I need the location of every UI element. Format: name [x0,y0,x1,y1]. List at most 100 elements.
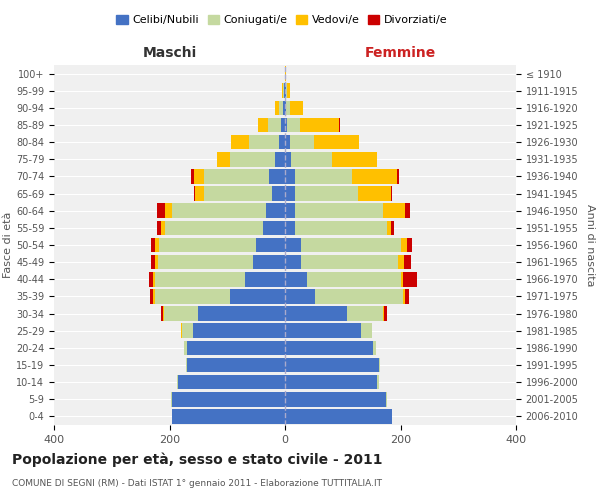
Bar [401,272,403,286]
Bar [194,169,204,184]
Bar [401,238,407,252]
Bar [286,84,287,98]
Bar [199,306,285,321]
Bar [194,186,195,201]
Bar [377,375,379,390]
Bar [407,238,412,252]
Bar [314,135,359,150]
Bar [286,100,290,115]
Bar [182,324,193,338]
Bar [347,306,383,321]
Bar [285,306,347,321]
Bar [151,238,155,252]
Bar [275,100,278,115]
Bar [149,272,154,286]
Bar [285,204,295,218]
Bar [193,324,285,338]
Bar [295,220,386,235]
Bar [285,100,286,115]
Bar [155,289,230,304]
Bar [263,220,285,235]
Bar [154,289,155,304]
Bar [361,324,371,338]
Bar [358,186,391,201]
Bar [266,204,285,218]
Bar [373,340,376,355]
Bar [285,84,286,98]
Bar [300,118,339,132]
Bar [285,358,379,372]
Bar [195,186,204,201]
Bar [285,238,301,252]
Bar [307,272,401,286]
Bar [245,272,285,286]
Bar [386,392,387,406]
Bar [165,204,172,218]
Bar [398,255,404,270]
Bar [397,169,400,184]
Bar [301,255,398,270]
Bar [204,186,272,201]
Bar [285,255,301,270]
Y-axis label: Fasce di età: Fasce di età [3,212,13,278]
Bar [187,340,285,355]
Bar [315,289,403,304]
Bar [285,272,307,286]
Bar [285,66,286,81]
Bar [404,289,409,304]
Text: Popolazione per età, sesso e stato civile - 2011: Popolazione per età, sesso e stato civil… [12,452,383,467]
Bar [172,409,285,424]
Bar [283,100,285,115]
Bar [155,255,158,270]
Text: Maschi: Maschi [142,46,197,60]
Bar [285,289,315,304]
Bar [285,135,290,150]
Bar [391,220,394,235]
Bar [281,118,285,132]
Bar [279,135,285,150]
Bar [155,272,245,286]
Bar [157,220,161,235]
Legend: Celibi/Nubili, Coniugati/e, Vedovi/e, Divorziati/e: Celibi/Nubili, Coniugati/e, Vedovi/e, Di… [112,10,452,30]
Bar [404,255,412,270]
Bar [258,118,268,132]
Bar [290,135,314,150]
Bar [185,358,187,372]
Bar [158,255,253,270]
Bar [157,204,165,218]
Bar [155,238,159,252]
Bar [295,204,383,218]
Bar [231,135,249,150]
Bar [181,324,182,338]
Bar [352,169,397,184]
Bar [249,135,279,150]
Bar [403,272,416,286]
Bar [268,118,281,132]
Bar [278,100,283,115]
Bar [230,152,275,166]
Bar [151,255,155,270]
Bar [172,392,285,406]
Bar [275,152,285,166]
Bar [159,238,256,252]
Bar [332,152,377,166]
Bar [379,358,380,372]
Bar [287,118,300,132]
Bar [285,409,392,424]
Bar [386,220,391,235]
Bar [284,84,285,98]
Bar [184,340,187,355]
Bar [178,375,285,390]
Bar [191,169,194,184]
Bar [283,84,284,98]
Bar [161,220,165,235]
Bar [295,186,358,201]
Bar [285,220,295,235]
Bar [291,152,332,166]
Bar [204,169,269,184]
Bar [272,186,285,201]
Y-axis label: Anni di nascita: Anni di nascita [585,204,595,286]
Bar [383,204,405,218]
Bar [383,306,385,321]
Text: COMUNE DI SEGNI (RM) - Dati ISTAT 1° gennaio 2011 - Elaborazione TUTTITALIA.IT: COMUNE DI SEGNI (RM) - Dati ISTAT 1° gen… [12,479,382,488]
